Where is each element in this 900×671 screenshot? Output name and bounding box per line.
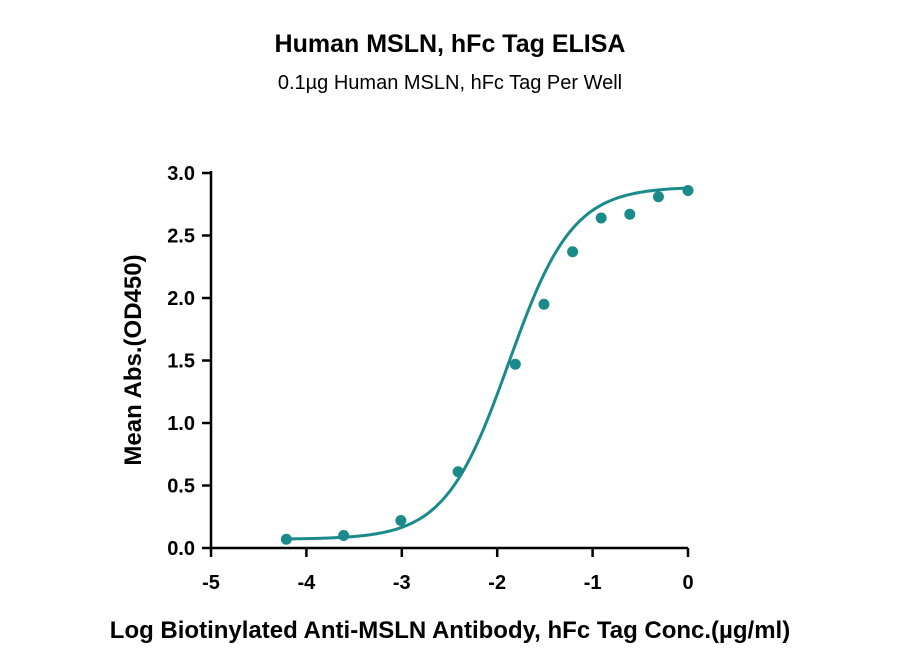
y-tick-label: 2.5	[167, 226, 195, 248]
data-point	[567, 246, 579, 258]
x-tick-label: -2	[488, 572, 506, 594]
data-point	[538, 298, 550, 310]
y-tick-label: 1.0	[167, 413, 195, 435]
y-tick-label: 0.0	[167, 538, 195, 560]
y-tick-label: 2.0	[167, 288, 195, 310]
data-point	[280, 533, 292, 545]
data-point	[624, 208, 636, 220]
y-tick-label: 0.5	[167, 476, 195, 498]
chart-subtitle: 0.1µg Human MSLN, hFc Tag Per Well	[277, 72, 623, 94]
y-tick-label: 3.0	[167, 163, 195, 185]
data-point	[595, 212, 607, 224]
x-tick-label: -4	[298, 572, 317, 594]
data-point	[509, 358, 521, 370]
axes: 0.0 0.5 1.0 1.5 2.0 2.5 3.0 -5 -4 -3 -2 -1 0	[167, 163, 693, 594]
data-point	[395, 515, 407, 526]
x-tick-label: 0	[682, 572, 693, 594]
x-axis-title: Log Biotinylated Anti-MSLN Antibody, hFc…	[110, 617, 790, 644]
x-tick-label: -3	[393, 572, 411, 594]
chart-title: Human MSLN, hFc Tag ELISA	[274, 30, 626, 58]
x-tick-label: -1	[584, 572, 602, 594]
data-point	[452, 466, 464, 478]
data-points	[280, 185, 694, 545]
y-tick-label: 1.5	[167, 351, 195, 373]
fit-curve-group	[286, 186, 689, 541]
fit-curve	[286, 186, 689, 541]
data-point	[652, 191, 664, 203]
data-point	[682, 185, 694, 196]
data-point	[338, 530, 350, 541]
y-axis-title: Mean Abs.(OD450)	[120, 254, 147, 465]
x-tick-label: -5	[202, 572, 220, 594]
